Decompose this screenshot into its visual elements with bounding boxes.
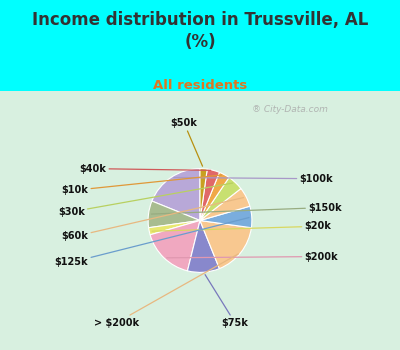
Text: > $200k: > $200k <box>94 254 238 328</box>
Wedge shape <box>152 169 200 220</box>
Text: ® City-Data.com: ® City-Data.com <box>252 105 328 114</box>
Text: $50k: $50k <box>171 118 202 166</box>
Wedge shape <box>150 220 200 271</box>
Text: All residents: All residents <box>153 79 247 92</box>
Text: $20k: $20k <box>152 221 331 231</box>
Text: Income distribution in Trussville, AL
(%): Income distribution in Trussville, AL (%… <box>32 10 368 51</box>
Text: $40k: $40k <box>80 163 211 174</box>
Wedge shape <box>188 220 220 272</box>
Text: $60k: $60k <box>62 197 244 241</box>
Text: $75k: $75k <box>205 275 248 328</box>
Text: $30k: $30k <box>58 183 233 217</box>
Wedge shape <box>148 201 200 228</box>
Text: $125k: $125k <box>55 218 249 267</box>
Wedge shape <box>200 189 250 220</box>
Wedge shape <box>200 206 252 228</box>
Wedge shape <box>200 173 229 220</box>
Wedge shape <box>200 220 251 268</box>
Wedge shape <box>200 169 207 220</box>
FancyBboxPatch shape <box>0 89 400 350</box>
Wedge shape <box>149 220 200 235</box>
Text: $10k: $10k <box>62 175 222 195</box>
Text: $100k: $100k <box>174 174 333 184</box>
Text: $150k: $150k <box>151 203 342 214</box>
Wedge shape <box>200 177 241 220</box>
Wedge shape <box>200 169 220 220</box>
Text: $200k: $200k <box>167 252 338 261</box>
